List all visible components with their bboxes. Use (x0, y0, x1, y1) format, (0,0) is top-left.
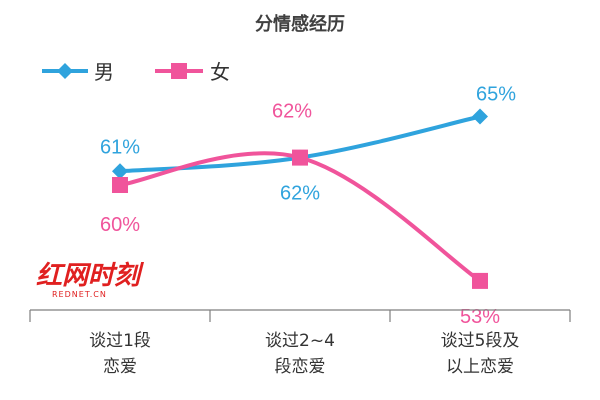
legend-item-female: 女 (155, 60, 230, 84)
series-0-data-label-0: 61% (100, 136, 140, 158)
legend-item-male: 男 (42, 60, 114, 84)
series-0-data-label-2: 65% (476, 84, 516, 106)
series-1-point-2 (472, 272, 488, 289)
chart-title: 分情感经历 (255, 13, 345, 35)
legend-label-male: 男 (94, 60, 114, 84)
watermark: 红网时刻 REDNET.CN (36, 261, 145, 299)
x-tick-label-2: 谈过5段及以上恋爱 (441, 331, 520, 377)
plot-area: 61% 62% 65% 60% 62% 53% (100, 84, 516, 328)
watermark-logo: 红网时刻 (36, 261, 145, 291)
series-1-point-1 (292, 149, 308, 166)
x-tick-label-0-line-0: 谈过1段 (89, 331, 151, 351)
x-tick-label-1-line-0: 谈过2~4 (265, 331, 335, 351)
series-1-data-label-2: 53% (460, 306, 500, 328)
watermark-subtext: REDNET.CN (52, 290, 107, 299)
x-tick-label-1-line-1: 段恋爱 (275, 356, 326, 377)
series-0-data-label-1: 62% (280, 183, 320, 205)
series-1-data-label-0: 60% (100, 214, 140, 236)
legend: 男 女 (42, 60, 230, 84)
x-tick-label-2-line-1: 以上恋爱 (446, 356, 514, 377)
legend-marker-male (57, 63, 73, 79)
series-0-point-0 (112, 163, 128, 180)
legend-label-female: 女 (210, 60, 230, 84)
series-line-1 (118, 151, 482, 283)
series-1-point-0 (112, 177, 128, 193)
x-tick-label-2-line-0: 谈过5段及 (441, 331, 520, 351)
x-tick-label-1: 谈过2~4 段恋爱 (265, 331, 335, 377)
x-tick-label-0-line-1: 恋爱 (103, 356, 137, 377)
series-1-data-label-1: 62% (272, 101, 312, 123)
legend-marker-female (171, 63, 187, 79)
x-tick-label-0: 谈过1段恋爱 (89, 331, 151, 377)
x-axis: 谈过1段恋爱 谈过2~4 段恋爱 谈过5段及以上恋爱 (29, 309, 571, 377)
series-0-point-2 (472, 108, 488, 125)
